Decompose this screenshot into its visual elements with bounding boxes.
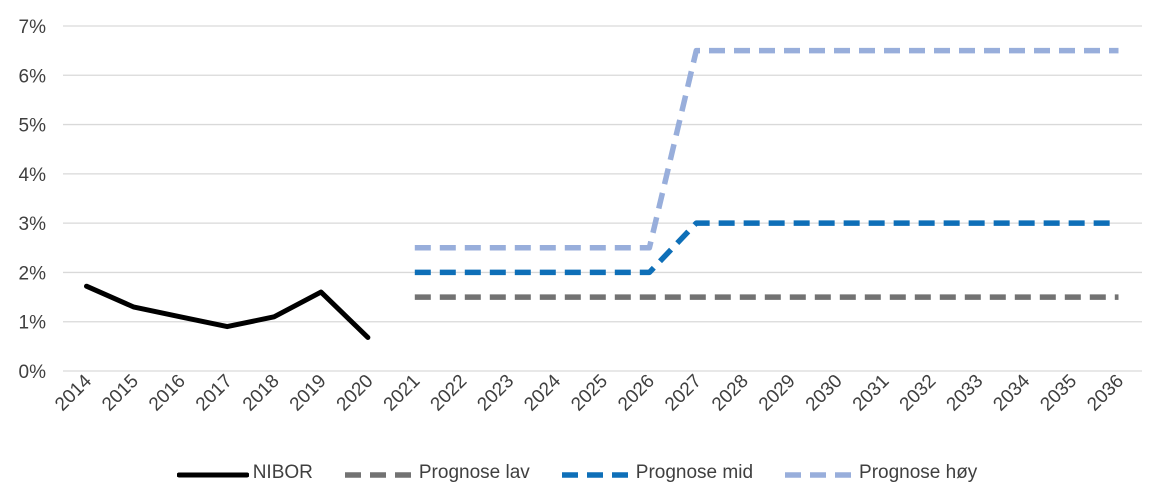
x-tick-label: 2028 — [708, 371, 753, 416]
x-tick-label: 2030 — [802, 371, 847, 416]
legend-swatch-nibor — [176, 466, 250, 480]
x-tick-label: 2036 — [1083, 371, 1128, 416]
legend-label-prognose-hoy: Prognose høy — [859, 462, 978, 483]
legend-swatch-line — [561, 472, 630, 478]
x-tick-label: 2026 — [614, 371, 659, 416]
legend-item-prognose-hoy: Prognose høy — [783, 462, 977, 484]
y-axis-tick-labels: 0% 1% 2% 3% 4% 5% 6% 7% — [19, 17, 47, 383]
legend-swatch-prognose-hoy — [783, 466, 855, 480]
y-tick-label: 3% — [19, 214, 47, 235]
legend-label-nibor: NIBOR — [252, 462, 313, 483]
legend-item-prognose-mid: Prognose mid — [560, 462, 753, 484]
legend-swatch-line — [785, 472, 854, 478]
gridlines — [63, 25, 1142, 372]
line-chart: 0% 1% 2% 3% 4% 5% 6% 7% 2014 2015 2016 2017 2018 201… — [19, 17, 1142, 415]
y-tick-label: 7% — [19, 17, 47, 38]
x-tick-label: 2023 — [473, 371, 518, 416]
x-tick-label: 2018 — [239, 371, 284, 416]
x-tick-label: 2019 — [286, 371, 331, 416]
x-tick-label: 2016 — [145, 371, 190, 416]
series-line-prognose-mid — [414, 220, 1119, 276]
x-tick-label: 2035 — [1036, 371, 1081, 416]
x-tick-label: 2027 — [661, 371, 706, 416]
legend-item-prognose-lav: Prognose lav — [343, 462, 530, 484]
y-tick-label: 0% — [19, 362, 47, 383]
series-line-nibor — [84, 283, 371, 340]
x-tick-label: 2014 — [51, 370, 96, 415]
y-tick-label: 2% — [19, 263, 47, 284]
legend-swatch-line — [176, 472, 250, 478]
x-tick-label: 2034 — [990, 370, 1035, 415]
x-axis-tick-labels: 2014 2015 2016 2017 2018 2019 2020 2021 2022 2023… — [51, 370, 1128, 415]
legend-label-prognose-mid: Prognose mid — [635, 462, 754, 483]
x-tick-label: 2025 — [567, 371, 612, 416]
legend-swatch-prognose-mid — [560, 466, 632, 480]
y-tick-label: 1% — [19, 313, 47, 334]
legend-swatch-line — [344, 472, 413, 478]
series-line-prognose-hoy — [414, 47, 1119, 251]
series-lines — [84, 47, 1119, 340]
x-tick-label: 2022 — [427, 371, 472, 416]
y-tick-label: 6% — [19, 66, 47, 87]
x-tick-label: 2031 — [849, 371, 894, 416]
x-tick-label: 2033 — [943, 371, 988, 416]
y-tick-label: 5% — [19, 116, 47, 137]
legend-label-prognose-lav: Prognose lav — [418, 462, 530, 483]
x-tick-label: 2032 — [896, 371, 941, 416]
x-tick-label: 2020 — [333, 371, 378, 416]
y-tick-label: 4% — [19, 165, 47, 186]
x-tick-label: 2015 — [98, 371, 143, 416]
legend-item-nibor: NIBOR — [176, 462, 313, 484]
x-tick-label: 2021 — [380, 371, 425, 416]
x-tick-label: 2024 — [520, 370, 565, 415]
x-tick-label: 2017 — [192, 371, 237, 416]
legend: NIBOR Prognose lav Prognose mid Prognose… — [0, 458, 1154, 488]
legend-swatch-prognose-lav — [343, 466, 415, 480]
x-tick-label: 2029 — [755, 371, 800, 416]
